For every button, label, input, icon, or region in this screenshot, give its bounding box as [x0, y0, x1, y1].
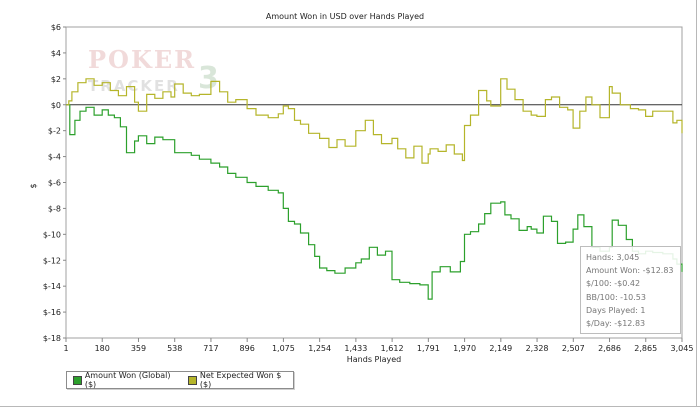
x-tick-label: 2,328: [526, 344, 549, 353]
x-tick-label: 538: [167, 344, 182, 353]
y-axis-label: $: [29, 183, 38, 188]
series-amount-won-line: [66, 104, 683, 300]
x-tick-label: 2,149: [489, 344, 512, 353]
tooltip-per-100: $/100: -$0.42: [586, 279, 641, 289]
x-tick-label: 2,686: [598, 344, 621, 353]
legend-item-amount-won[interactable]: Amount Won (Global) ($): [73, 371, 182, 389]
series-net-expected-line: [66, 78, 683, 164]
y-tick-label: $-4: [48, 153, 61, 162]
legend-item-net-expected[interactable]: Net Expected Won $ ($): [188, 371, 293, 389]
x-tick-label: 2,865: [634, 344, 657, 353]
chart-title: Amount Won in USD over Hands Played: [266, 12, 424, 21]
page-bottom-border: [0, 406, 700, 411]
x-tick-label: 1: [63, 344, 68, 353]
x-tick-label: 2,507: [562, 344, 585, 353]
y-tick-label: $-8: [48, 204, 61, 213]
x-tick-label: 1,791: [417, 344, 440, 353]
x-tick-label: 1,254: [308, 344, 331, 353]
series-layer: [66, 78, 683, 300]
tooltip-per-day: $/Day: -$12.83: [586, 319, 646, 329]
x-tick-label: 359: [131, 344, 146, 353]
y-tick-label: $-16: [43, 308, 61, 317]
watermark-text: POKER: [88, 45, 196, 74]
y-tick-label: $2: [51, 75, 61, 84]
y-tick-label: $-12: [43, 256, 61, 265]
legend-swatch-net-expected: [188, 375, 197, 385]
x-tick-label: 896: [240, 344, 255, 353]
y-tick-label: $-2: [48, 127, 61, 136]
y-tick-label: $4: [51, 49, 61, 58]
legend-swatch-amount-won: [73, 375, 82, 385]
x-tick-label: 1,075: [272, 344, 295, 353]
y-tick-label: $6: [51, 23, 61, 32]
tooltip-amount-won: Amount Won: -$12.83: [586, 266, 674, 276]
legend-label-amount-won: Amount Won (Global) ($): [84, 371, 171, 389]
y-tick-label: $-6: [48, 179, 61, 188]
tooltip-days-played: Days Played: 1: [586, 305, 646, 315]
x-tick-label: 1,433: [344, 344, 367, 353]
y-tick-label: $0: [51, 101, 61, 110]
y-tick-label: $-10: [43, 230, 61, 239]
y-axis: $6 $4 $2 $0 $-2 $-4 $-6 $-8 $-10 $-12 $-14 $-16 $-18: [43, 23, 682, 343]
x-tick-label: 1,612: [381, 344, 404, 353]
tooltip-hands: Hands: 3,045: [586, 253, 640, 262]
x-tick-label: 3,045: [671, 344, 694, 353]
x-tick-label: 180: [95, 344, 110, 353]
x-axis-label: Hands Played: [347, 355, 401, 364]
y-tick-label: $-18: [43, 334, 61, 343]
y-tick-label: $-14: [43, 282, 61, 291]
x-tick-label: 1,970: [453, 344, 476, 353]
legend: Amount Won (Global) ($) Net Expected Won…: [66, 371, 294, 389]
x-tick-label: 717: [203, 344, 218, 353]
x-axis: 1 180 359 538 717 896 1,075 1,254 1,433 1,612 1,79…: [63, 338, 693, 353]
svg-text:3: 3: [198, 61, 219, 96]
tooltip-bb-per-100: BB/100: -10.53: [586, 292, 646, 302]
plot-area: [65, 26, 683, 339]
stats-tooltip: Hands: 3,045 Amount Won: -$12.83 $/100: …: [580, 246, 681, 334]
page-right-border: [696, 0, 697, 406]
legend-label-net-expected: Net Expected Won $ ($): [199, 371, 282, 389]
